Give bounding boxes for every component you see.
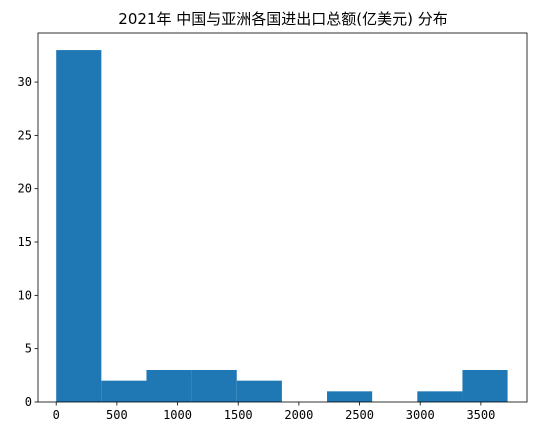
x-tick-label: 1000 bbox=[163, 408, 192, 422]
histogram-bar bbox=[327, 391, 373, 402]
histogram-bar bbox=[417, 391, 463, 402]
y-tick-label: 0 bbox=[25, 395, 32, 409]
y-axis-ticks: 0 5 10 15 20 25 30 bbox=[18, 75, 38, 409]
bars-layer bbox=[56, 50, 508, 402]
y-tick-label: 20 bbox=[18, 182, 32, 196]
x-tick-label: 0 bbox=[53, 408, 60, 422]
y-tick-label: 5 bbox=[25, 342, 32, 356]
plot-frame bbox=[37, 32, 528, 403]
histogram-bar bbox=[101, 380, 147, 402]
y-tick-label: 10 bbox=[18, 288, 32, 302]
histogram-bar bbox=[56, 50, 102, 402]
histogram-bar bbox=[236, 380, 282, 402]
x-tick-label: 2000 bbox=[284, 408, 313, 422]
histogram-bar bbox=[146, 370, 192, 402]
x-tick-label: 3500 bbox=[466, 408, 495, 422]
y-tick-label: 15 bbox=[18, 235, 32, 249]
histogram-bar bbox=[462, 370, 508, 402]
x-tick-label: 3000 bbox=[406, 408, 435, 422]
x-axis-ticks: 0 500 1000 1500 2000 2500 3000 3500 bbox=[53, 402, 495, 422]
y-tick-label: 30 bbox=[18, 75, 32, 89]
x-tick-label: 500 bbox=[106, 408, 128, 422]
y-tick-label: 25 bbox=[18, 128, 32, 142]
chart-title: 2021年 中国与亚洲各国进出口总额(亿美元) 分布 bbox=[118, 10, 447, 28]
x-tick-label: 2500 bbox=[345, 408, 374, 422]
x-tick-label: 1500 bbox=[224, 408, 253, 422]
histogram-bar bbox=[191, 370, 237, 402]
